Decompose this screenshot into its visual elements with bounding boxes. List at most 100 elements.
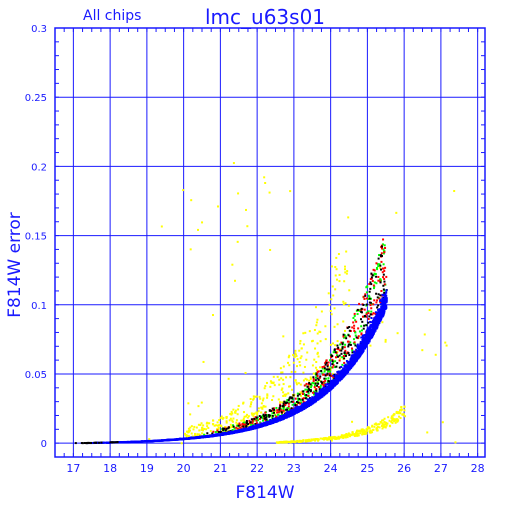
data-point bbox=[380, 303, 383, 306]
data-point bbox=[280, 441, 283, 444]
data-point bbox=[357, 434, 360, 437]
data-point bbox=[244, 424, 247, 427]
data-point bbox=[354, 334, 357, 337]
data-point bbox=[337, 435, 340, 438]
data-point bbox=[402, 413, 405, 416]
data-point bbox=[282, 402, 285, 405]
data-point bbox=[391, 419, 394, 422]
data-point bbox=[197, 228, 200, 231]
data-point bbox=[326, 388, 329, 391]
data-point bbox=[384, 247, 387, 250]
data-point bbox=[295, 381, 298, 384]
data-point bbox=[360, 343, 363, 346]
data-point bbox=[347, 343, 350, 346]
data-point bbox=[329, 436, 332, 439]
data-point bbox=[344, 271, 347, 274]
data-point bbox=[360, 332, 363, 335]
data-point bbox=[324, 368, 327, 371]
data-point bbox=[337, 380, 340, 383]
data-point bbox=[274, 414, 277, 417]
data-point bbox=[306, 385, 309, 388]
data-point bbox=[295, 406, 298, 409]
data-point bbox=[370, 276, 373, 279]
data-point bbox=[260, 406, 263, 409]
data-point bbox=[340, 349, 343, 352]
data-point bbox=[310, 384, 313, 387]
data-point bbox=[231, 263, 234, 266]
data-point bbox=[227, 377, 230, 380]
data-point bbox=[264, 419, 267, 422]
data-point bbox=[296, 394, 299, 397]
data-point bbox=[324, 374, 327, 377]
data-point bbox=[331, 360, 334, 363]
data-point bbox=[380, 254, 383, 257]
data-point bbox=[331, 372, 334, 375]
data-point bbox=[327, 437, 330, 440]
data-point bbox=[285, 393, 288, 396]
data-point bbox=[379, 299, 382, 302]
data-point bbox=[358, 330, 361, 333]
data-point bbox=[393, 419, 396, 422]
data-point bbox=[345, 432, 348, 435]
data-point bbox=[351, 431, 354, 434]
data-point bbox=[306, 440, 309, 443]
data-point bbox=[369, 277, 372, 280]
data-point bbox=[382, 294, 385, 297]
data-point bbox=[381, 424, 384, 427]
data-point bbox=[294, 370, 297, 373]
data-point bbox=[365, 297, 368, 300]
data-point bbox=[198, 434, 201, 437]
data-point bbox=[311, 339, 314, 342]
data-point bbox=[377, 279, 380, 282]
data-point bbox=[324, 385, 327, 388]
data-point bbox=[367, 329, 370, 332]
data-point bbox=[300, 392, 303, 395]
data-point bbox=[375, 423, 378, 426]
data-point bbox=[381, 419, 384, 422]
data-point bbox=[351, 433, 354, 436]
data-point bbox=[396, 332, 399, 335]
data-point bbox=[342, 320, 345, 323]
data-point bbox=[271, 409, 274, 412]
data-point bbox=[382, 263, 385, 266]
data-point bbox=[325, 377, 328, 380]
data-point bbox=[356, 343, 359, 346]
data-point bbox=[225, 421, 228, 424]
data-point bbox=[376, 296, 379, 299]
data-point bbox=[324, 360, 327, 363]
data-point bbox=[244, 371, 247, 374]
data-point bbox=[365, 315, 368, 318]
data-point bbox=[376, 268, 379, 271]
data-point bbox=[248, 423, 251, 426]
data-point bbox=[237, 424, 240, 427]
data-point bbox=[305, 378, 308, 381]
data-point bbox=[313, 384, 316, 387]
data-point bbox=[232, 424, 235, 427]
data-point bbox=[302, 439, 305, 442]
data-point bbox=[375, 262, 378, 265]
data-point bbox=[219, 416, 222, 419]
data-point bbox=[325, 437, 328, 440]
data-point bbox=[360, 329, 363, 332]
data-point bbox=[345, 250, 348, 253]
data-point bbox=[358, 302, 361, 305]
data-point bbox=[337, 436, 340, 439]
data-point bbox=[263, 176, 266, 179]
data-point bbox=[373, 269, 376, 272]
data-point bbox=[307, 390, 310, 393]
data-point bbox=[345, 337, 348, 340]
data-point bbox=[293, 356, 296, 359]
data-point bbox=[280, 411, 283, 414]
data-point bbox=[315, 373, 318, 376]
data-point bbox=[315, 438, 318, 441]
data-point bbox=[347, 364, 350, 367]
data-point bbox=[216, 430, 219, 433]
data-point bbox=[217, 427, 220, 430]
data-point bbox=[307, 383, 310, 386]
data-point bbox=[321, 437, 324, 440]
data-point bbox=[369, 301, 372, 304]
data-point bbox=[302, 332, 305, 335]
data-point bbox=[313, 438, 316, 441]
data-point bbox=[250, 425, 253, 428]
data-point bbox=[261, 417, 264, 420]
